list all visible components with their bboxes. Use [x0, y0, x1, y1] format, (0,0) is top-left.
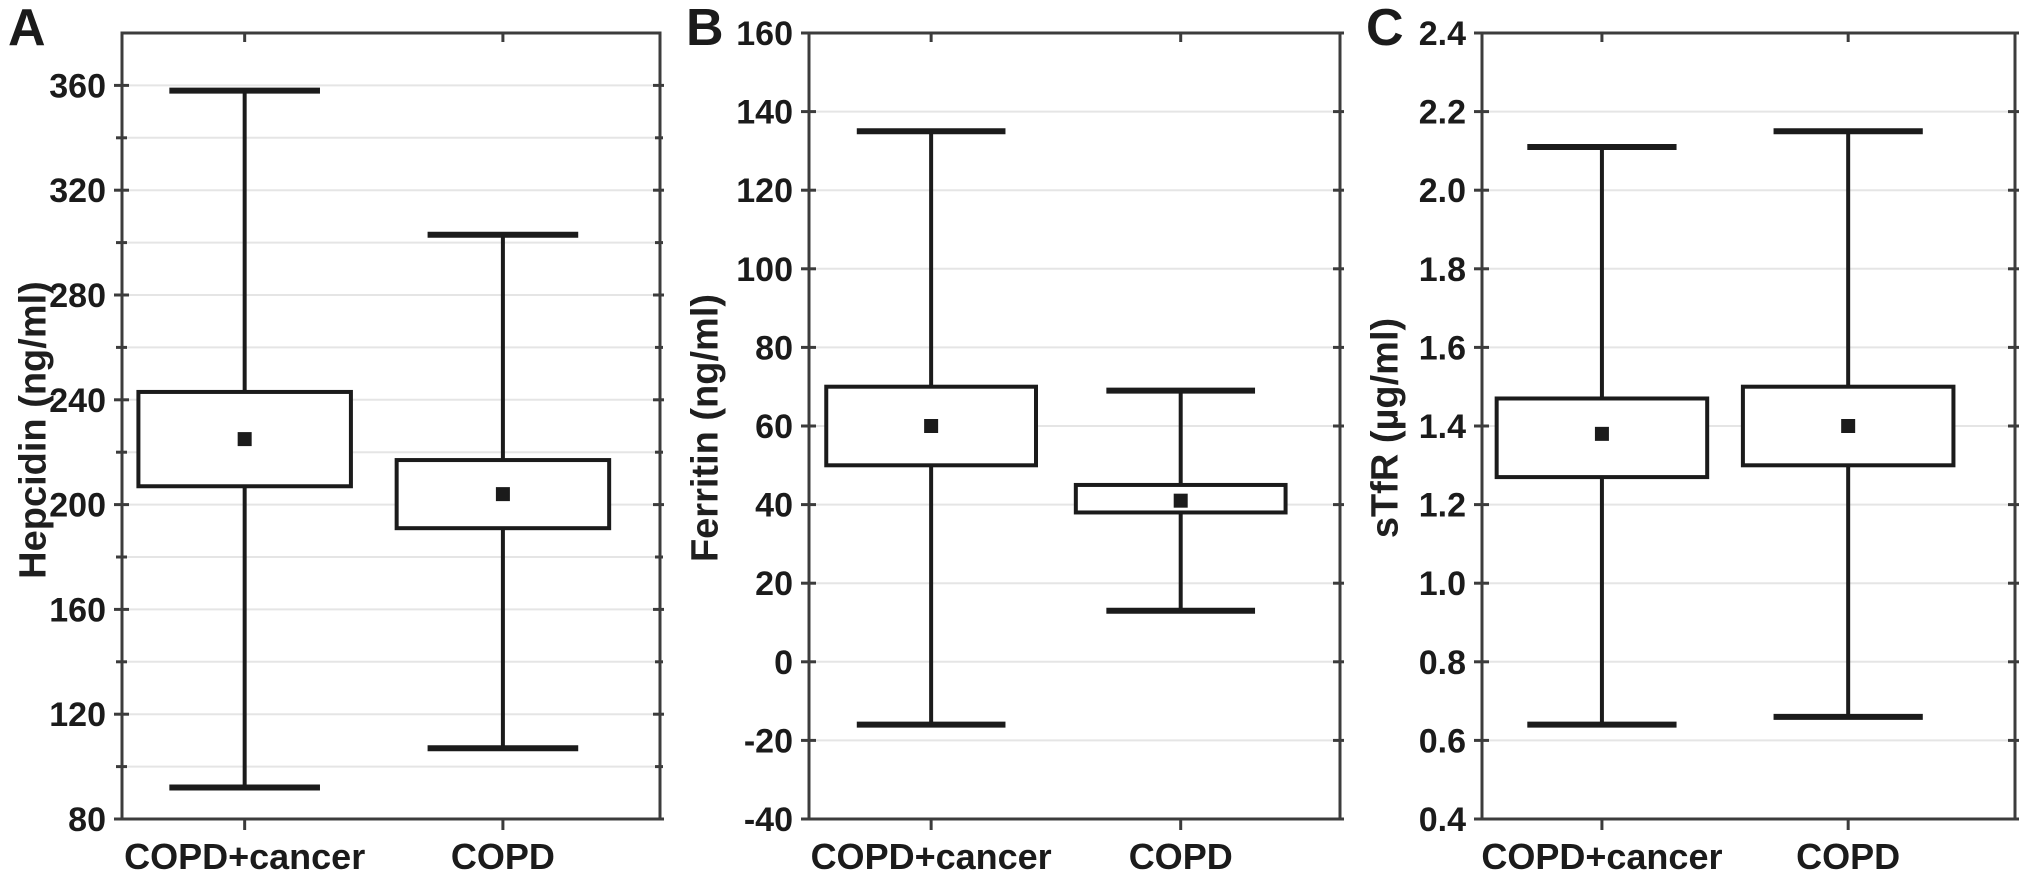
plot-border	[120, 31, 662, 821]
y-tick-label: 20	[755, 565, 793, 603]
y-tick-label: 360	[49, 67, 106, 105]
box	[136, 389, 353, 489]
y-tick-label: 1.8	[1419, 251, 1466, 289]
mean-marker	[237, 432, 252, 447]
y-tick-label: 1.0	[1419, 565, 1466, 603]
y-tick-label: 1.2	[1419, 487, 1466, 525]
category-label: COPD	[451, 836, 555, 872]
box	[394, 458, 612, 531]
mean-marker	[1594, 426, 1609, 441]
box	[824, 384, 1039, 468]
y-axis-title-stfr: sTfR (µg/ml)	[1364, 317, 1407, 539]
category-label: COPD+cancer	[124, 836, 365, 872]
category-label: COPD+cancer	[1481, 836, 1722, 872]
y-tick-label: 140	[736, 94, 793, 132]
y-tick-label: 160	[736, 15, 793, 53]
y-tick-label: 2.4	[1419, 15, 1466, 53]
panel-letter-c: C	[1366, 0, 1405, 57]
y-tick-label: 0.6	[1419, 722, 1466, 760]
y-tick-label: 2.2	[1419, 94, 1466, 132]
mean-marker	[1841, 419, 1856, 433]
y-tick-label: 160	[49, 591, 106, 629]
y-tick-label: -40	[744, 801, 793, 839]
y-tick-label: 80	[755, 329, 793, 367]
y-tick-label: 240	[49, 382, 106, 420]
y-tick-label: 0	[774, 644, 793, 682]
y-axis-title-hepcidin: Hepcidin (ng/ml)	[12, 281, 55, 579]
y-tick-label: 120	[736, 172, 793, 210]
y-tick-label: 1.6	[1419, 329, 1466, 367]
mean-marker	[924, 419, 939, 433]
mean-marker	[1173, 493, 1188, 508]
y-tick-label: 60	[755, 408, 793, 446]
y-tick-label: 0.4	[1419, 801, 1466, 839]
y-tick-label: 80	[68, 801, 106, 839]
y-tick-label: 280	[49, 277, 106, 315]
category-label: COPD+cancer	[811, 836, 1052, 872]
category-label: COPD	[1129, 836, 1233, 872]
category-label: COPD	[1796, 836, 1900, 872]
panel-letter-a: A	[8, 0, 47, 57]
mean-marker	[495, 487, 510, 502]
y-tick-label: 40	[755, 487, 793, 525]
y-tick-label: -20	[744, 722, 793, 760]
y-tick-label: 2.0	[1419, 172, 1466, 210]
y-tick-label: 100	[736, 251, 793, 289]
y-tick-label: 120	[49, 696, 106, 734]
panel-letter-b: B	[686, 0, 725, 57]
y-tick-label: 1.4	[1419, 408, 1466, 446]
y-tick-label: 320	[49, 172, 106, 210]
y-tick-label: 0.8	[1419, 644, 1466, 682]
y-tick-label: 200	[49, 487, 106, 525]
y-axis-title-ferritin: Ferritin (ng/ml)	[684, 293, 727, 563]
